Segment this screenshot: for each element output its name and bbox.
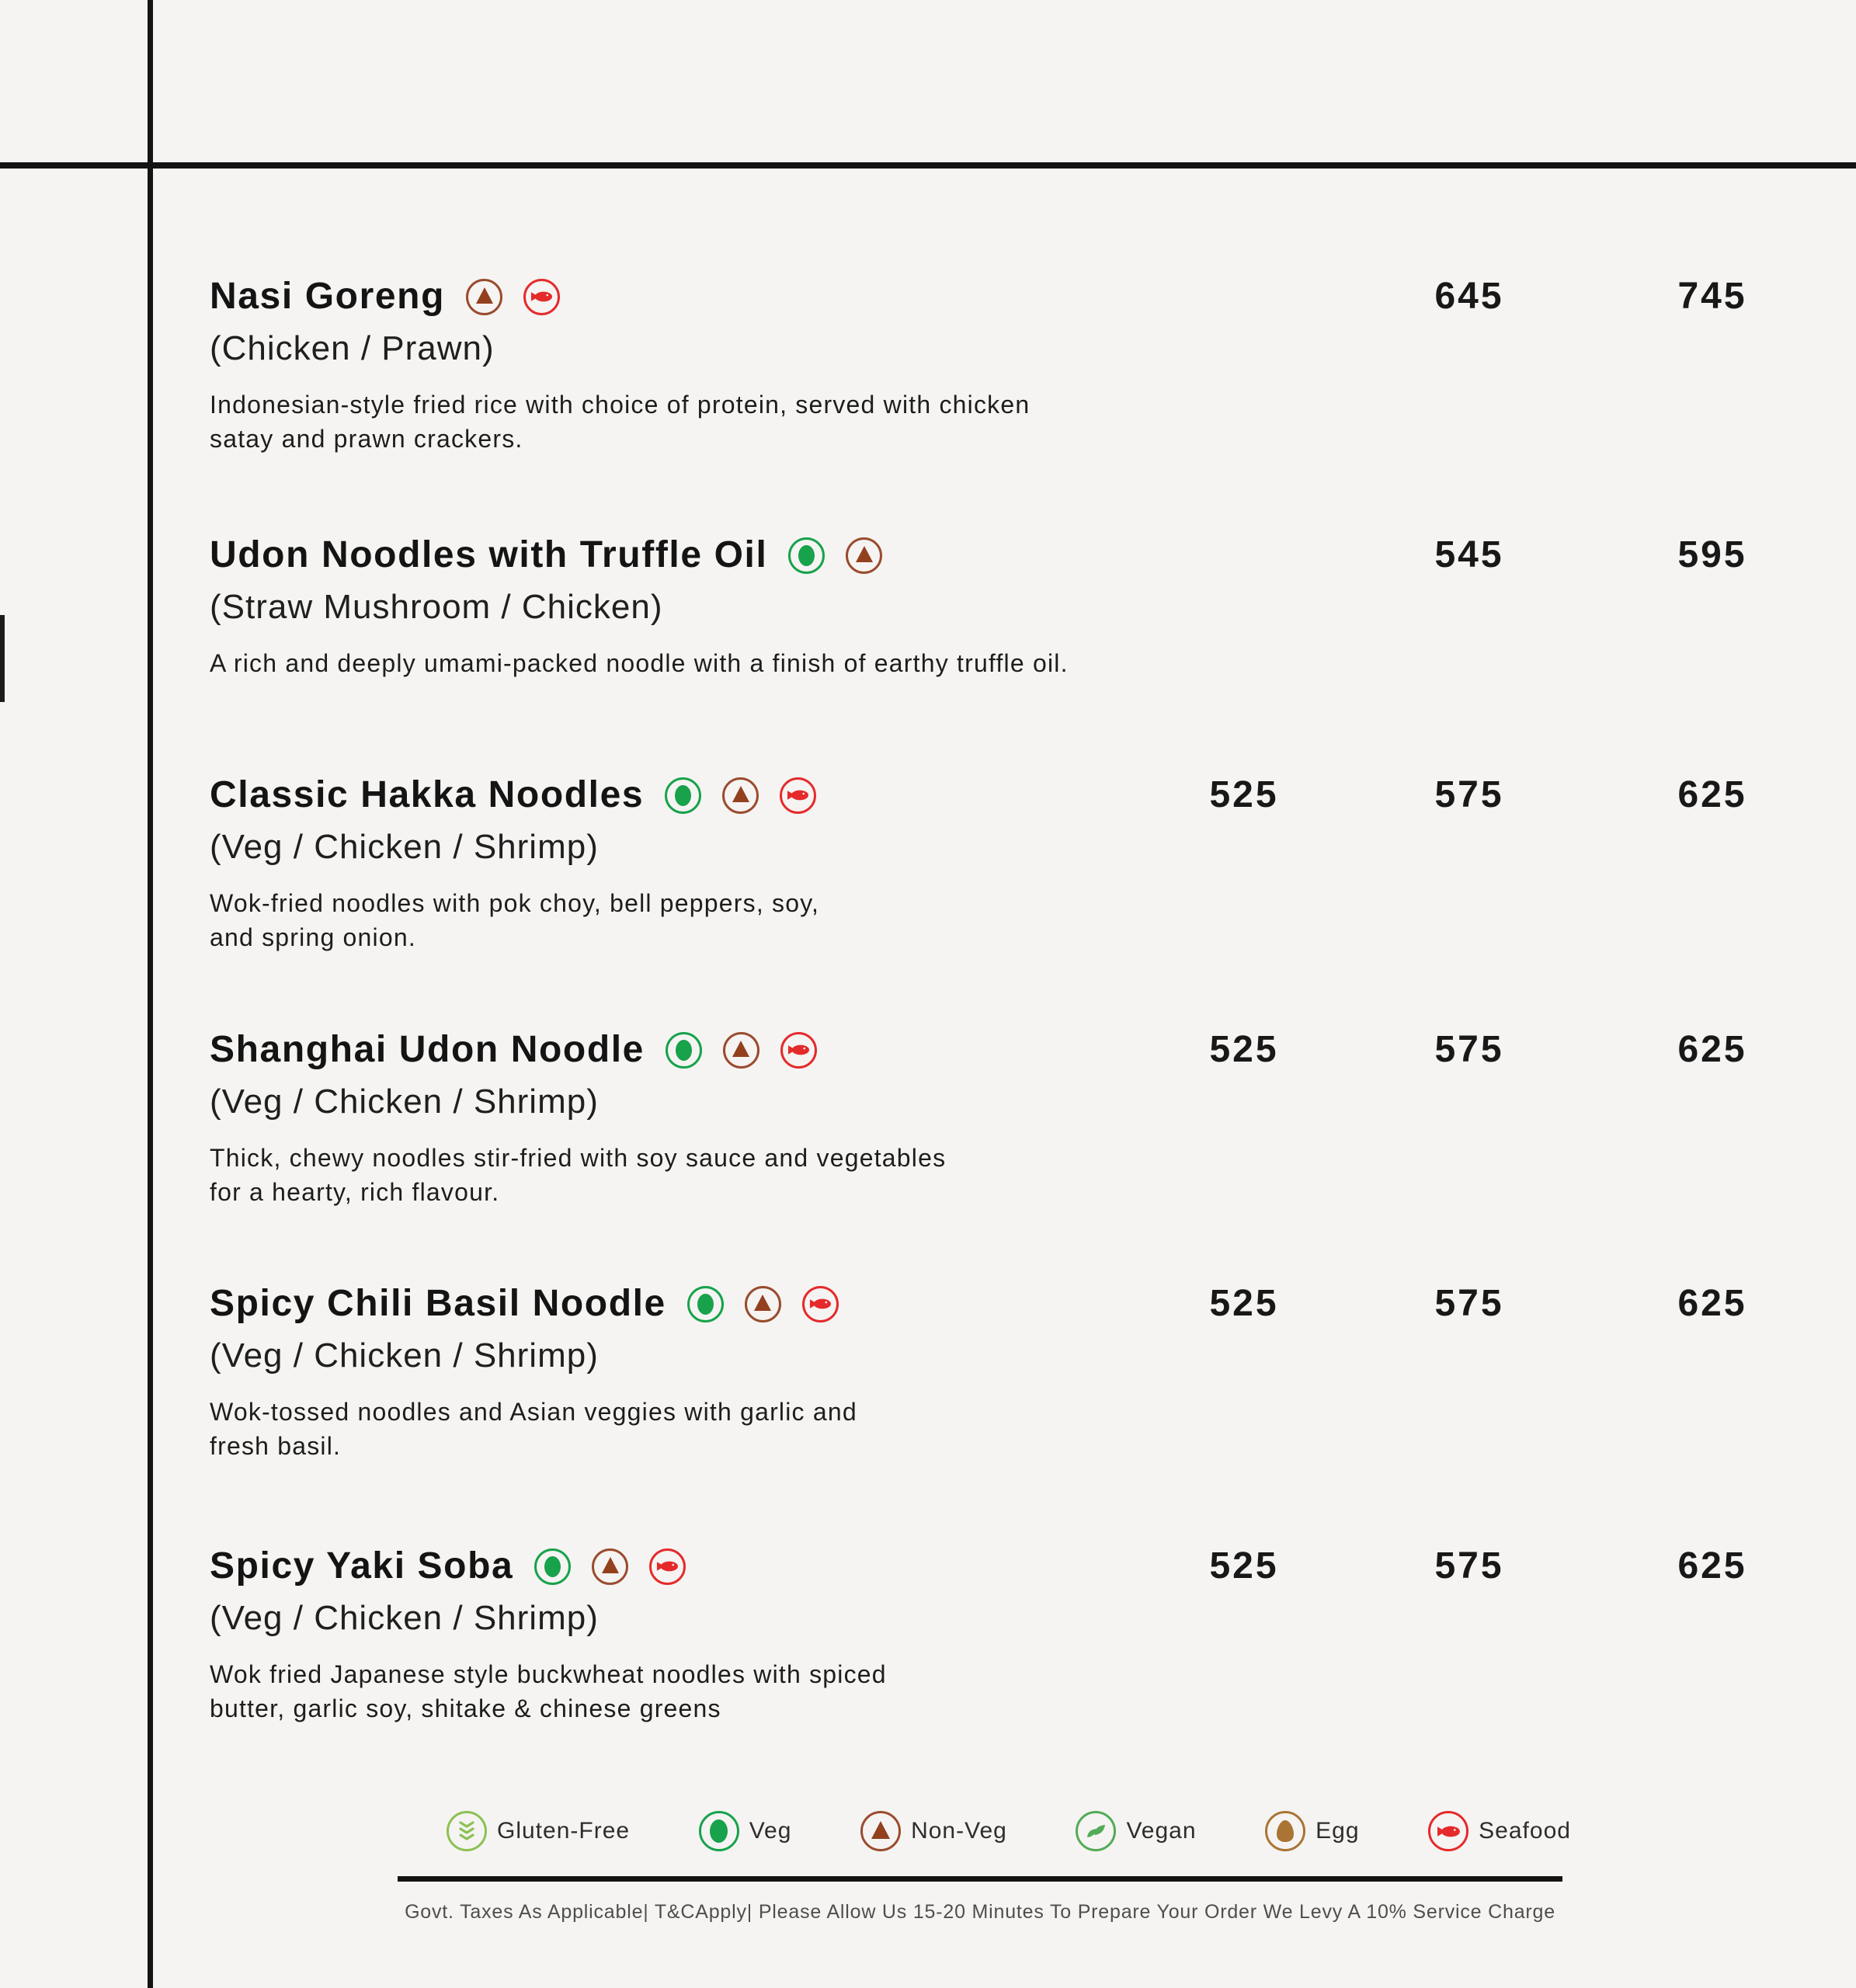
wheat-icon [447, 1811, 487, 1851]
non-veg-icon [722, 1031, 759, 1069]
legend-label: Egg [1316, 1818, 1360, 1844]
dish-variants: (Veg / Chicken / Shrimp) [210, 1599, 599, 1637]
price-medium: 575 [1434, 774, 1504, 815]
legend-label: Veg [749, 1818, 792, 1844]
footer-disclaimer: Govt. Taxes As Applicable| T&CApply| Ple… [405, 1901, 1555, 1923]
price-small: 525 [1209, 774, 1279, 815]
menu-item: Spicy Chili Basil Noodle (Veg / Chicken … [0, 1281, 1856, 1463]
legend-label: Seafood [1479, 1818, 1571, 1844]
menu-item: Shanghai Udon Noodle (Veg / Chicken / Sh… [0, 1027, 1856, 1209]
legend-non-veg: Non-Veg [860, 1811, 1007, 1851]
legend-label: Vegan [1126, 1818, 1197, 1844]
veg-icon [534, 1548, 572, 1585]
non-veg-icon [722, 777, 759, 814]
dish-name: Classic Hakka Noodles [210, 774, 645, 815]
non-veg-triangle-icon [860, 1811, 902, 1851]
legend-label: Gluten-Free [497, 1818, 631, 1844]
veg-dot-icon [698, 1811, 739, 1851]
dish-variants: (Veg / Chicken / Shrimp) [210, 1336, 599, 1375]
veg-icon [686, 1285, 724, 1322]
dish-name: Nasi Goreng [210, 276, 445, 317]
top-horizontal-rule [0, 162, 1856, 169]
veg-icon [665, 1031, 702, 1069]
price-large: 595 [1677, 534, 1747, 575]
seafood-icon [649, 1548, 686, 1585]
legend-divider-rule [398, 1876, 1562, 1882]
seafood-icon [780, 777, 817, 814]
veg-icon [665, 777, 702, 814]
page-edge-marker [0, 615, 5, 702]
price-medium: 575 [1434, 1283, 1504, 1324]
non-veg-icon [744, 1285, 781, 1322]
price-large: 745 [1677, 276, 1747, 317]
dish-description: Indonesian-style fried rice with choice … [210, 391, 1031, 453]
price-medium: 545 [1434, 534, 1504, 575]
dish-variants: (Veg / Chicken / Shrimp) [210, 1083, 599, 1121]
menu-item: Nasi Goreng (Chicken / Prawn) Indonesian… [0, 274, 1856, 456]
vegan-leaves-icon [1076, 1811, 1117, 1851]
price-small: 525 [1209, 1029, 1279, 1070]
non-veg-icon [592, 1548, 629, 1585]
legend-seafood: Seafood [1428, 1811, 1571, 1851]
legend-vegan: Vegan [1076, 1811, 1196, 1851]
price-small: 525 [1209, 1545, 1279, 1587]
egg-icon [1265, 1811, 1306, 1851]
dish-name: Shanghai Udon Noodle [210, 1029, 645, 1070]
dish-description: Wok-tossed noodles and Asian veggies wit… [210, 1398, 857, 1460]
veg-icon [788, 537, 825, 574]
price-large: 625 [1677, 1545, 1747, 1587]
fish-icon [1428, 1811, 1469, 1851]
menu-item: Spicy Yaki Soba (Veg / Chicken / Shrimp)… [0, 1544, 1856, 1726]
non-veg-icon [846, 537, 883, 574]
non-veg-icon [466, 278, 502, 315]
left-vertical-rule [148, 0, 153, 1988]
dish-variants: (Chicken / Prawn) [210, 329, 495, 367]
legend-veg: Veg [698, 1811, 792, 1851]
price-medium: 645 [1434, 276, 1504, 317]
legend-gluten-free: Gluten-Free [447, 1811, 630, 1851]
dish-description: A rich and deeply umami-packed noodle wi… [210, 649, 1069, 677]
dish-variants: (Veg / Chicken / Shrimp) [210, 828, 599, 866]
dish-description: Wok fried Japanese style buckwheat noodl… [210, 1660, 887, 1722]
price-small: 525 [1209, 1283, 1279, 1324]
price-large: 625 [1677, 1283, 1747, 1324]
seafood-icon [780, 1031, 817, 1069]
legend-label: Non-Veg [911, 1818, 1007, 1844]
price-large: 625 [1677, 1029, 1747, 1070]
dish-description: Wok-fried noodles with pok choy, bell pe… [210, 889, 820, 951]
dish-name: Udon Noodles with Truffle Oil [210, 534, 768, 575]
legend-egg: Egg [1265, 1811, 1359, 1851]
dish-variants: (Straw Mushroom / Chicken) [210, 588, 663, 626]
price-medium: 575 [1434, 1029, 1504, 1070]
seafood-icon [523, 278, 560, 315]
price-large: 625 [1677, 774, 1747, 815]
price-medium: 575 [1434, 1545, 1504, 1587]
dish-name: Spicy Yaki Soba [210, 1545, 514, 1587]
dish-name: Spicy Chili Basil Noodle [210, 1283, 666, 1324]
dish-description: Thick, chewy noodles stir-fried with soy… [210, 1144, 947, 1206]
menu-item: Udon Noodles with Truffle Oil (Straw Mus… [0, 533, 1856, 680]
seafood-icon [801, 1285, 839, 1322]
menu-item: Classic Hakka Noodles (Veg / Chicken / S… [0, 773, 1856, 954]
dietary-legend: Gluten-Free Veg Non-Veg Vegan [447, 1811, 1571, 1851]
